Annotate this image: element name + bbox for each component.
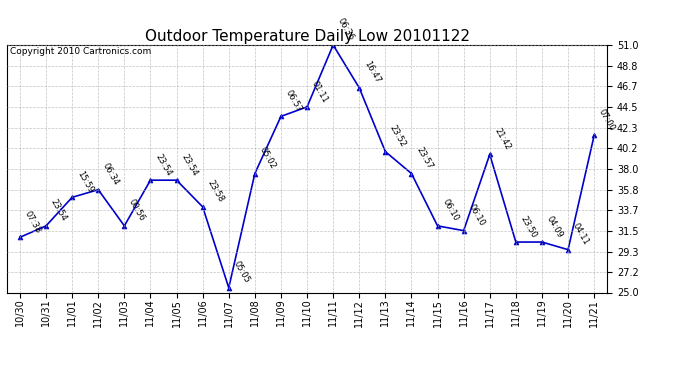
Text: 05:02: 05:02 [257, 146, 277, 171]
Text: 04:09: 04:09 [544, 214, 564, 239]
Text: 21:42: 21:42 [493, 127, 512, 152]
Text: Copyright 2010 Cartronics.com: Copyright 2010 Cartronics.com [10, 48, 151, 57]
Text: 06:10: 06:10 [440, 198, 460, 223]
Text: 06:57: 06:57 [284, 88, 304, 114]
Text: 23:52: 23:52 [388, 124, 408, 149]
Text: 23:58: 23:58 [206, 179, 225, 204]
Text: 04:11: 04:11 [571, 222, 591, 247]
Text: 06:36: 06:36 [336, 17, 356, 42]
Text: 05:05: 05:05 [232, 260, 251, 285]
Text: 01:11: 01:11 [310, 79, 330, 104]
Text: 16:47: 16:47 [362, 60, 382, 85]
Text: 23:50: 23:50 [519, 214, 538, 239]
Text: 15:59: 15:59 [75, 170, 95, 195]
Text: 00:56: 00:56 [127, 198, 147, 223]
Title: Outdoor Temperature Daily Low 20101122: Outdoor Temperature Daily Low 20101122 [144, 29, 470, 44]
Text: 06:10: 06:10 [466, 202, 486, 228]
Text: 07:38: 07:38 [23, 209, 43, 234]
Text: 23:57: 23:57 [414, 146, 434, 171]
Text: 06:34: 06:34 [101, 162, 121, 187]
Text: 23:54: 23:54 [153, 152, 173, 177]
Text: 07:00: 07:00 [597, 108, 617, 133]
Text: 23:54: 23:54 [49, 198, 68, 223]
Text: 23:54: 23:54 [179, 152, 199, 177]
